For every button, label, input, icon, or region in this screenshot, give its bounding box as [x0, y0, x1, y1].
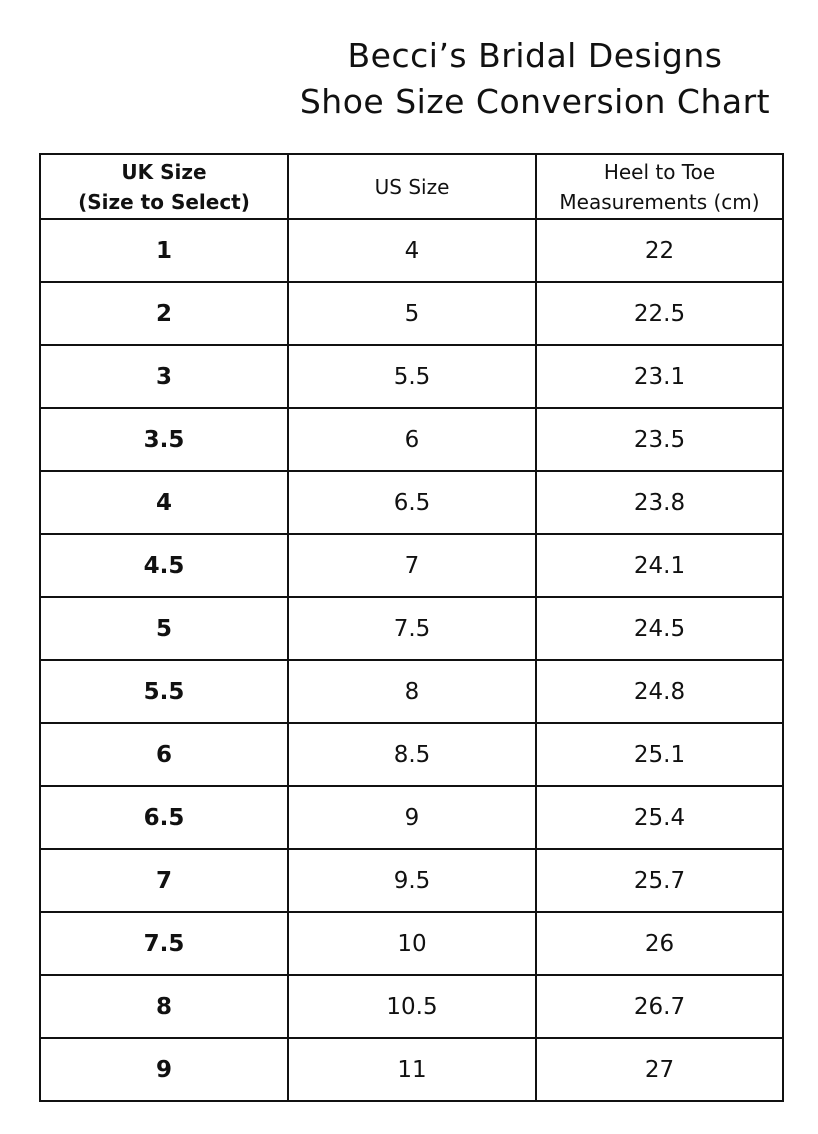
measurement-cell: 23.8 [535, 470, 784, 535]
table-row: 7.5 10 26 [39, 911, 784, 976]
uk-size-cell: 5 [39, 596, 289, 661]
header-measurement: Heel to Toe Measurements (cm) [535, 153, 784, 220]
us-size-cell: 5 [287, 281, 537, 346]
uk-size-cell: 9 [39, 1037, 289, 1102]
measurement-cell: 24.5 [535, 596, 784, 661]
measurement-cell: 25.7 [535, 848, 784, 913]
uk-size-cell: 4 [39, 470, 289, 535]
uk-size-cell: 1 [39, 218, 289, 283]
table-row: 9 11 27 [39, 1037, 784, 1102]
uk-size-cell: 7.5 [39, 911, 289, 976]
table-row: 8 10.5 26.7 [39, 974, 784, 1039]
us-size-cell: 9 [287, 785, 537, 850]
table-row: 4 6.5 23.8 [39, 470, 784, 535]
measurement-cell: 27 [535, 1037, 784, 1102]
header-us-size: US Size [287, 153, 537, 220]
table-row: 5.5 8 24.8 [39, 659, 784, 724]
uk-size-cell: 8 [39, 974, 289, 1039]
table-row: 5 7.5 24.5 [39, 596, 784, 661]
table-row: 6 8.5 25.1 [39, 722, 784, 787]
header-measurement-line1: Heel to Toe [603, 159, 716, 184]
uk-size-cell: 6 [39, 722, 289, 787]
header-uk-size-line1: UK Size [121, 159, 207, 184]
measurement-cell: 25.4 [535, 785, 784, 850]
us-size-cell: 7.5 [287, 596, 537, 661]
us-size-cell: 7 [287, 533, 537, 598]
measurement-cell: 26 [535, 911, 784, 976]
measurement-cell: 22 [535, 218, 784, 283]
size-conversion-table: UK Size (Size to Select) US Size Heel to… [39, 153, 784, 1102]
table-row: 4.5 7 24.1 [39, 533, 784, 598]
measurement-cell: 25.1 [535, 722, 784, 787]
measurement-cell: 24.8 [535, 659, 784, 724]
title-line-2: Shoe Size Conversion Chart [299, 82, 771, 121]
header-row: UK Size (Size to Select) US Size Heel to… [39, 153, 784, 220]
us-size-cell: 6.5 [287, 470, 537, 535]
us-size-cell: 11 [287, 1037, 537, 1102]
measurement-cell: 24.1 [535, 533, 784, 598]
uk-size-cell: 2 [39, 281, 289, 346]
us-size-cell: 4 [287, 218, 537, 283]
header-uk-size-line2: (Size to Select) [78, 189, 250, 214]
uk-size-cell: 7 [39, 848, 289, 913]
measurement-cell: 26.7 [535, 974, 784, 1039]
uk-size-cell: 4.5 [39, 533, 289, 598]
us-size-cell: 10.5 [287, 974, 537, 1039]
table-row: 2 5 22.5 [39, 281, 784, 346]
us-size-cell: 5.5 [287, 344, 537, 409]
uk-size-cell: 5.5 [39, 659, 289, 724]
us-size-cell: 8 [287, 659, 537, 724]
measurement-cell: 22.5 [535, 281, 784, 346]
measurement-cell: 23.5 [535, 407, 784, 472]
table-row: 1 4 22 [39, 218, 784, 283]
uk-size-cell: 6.5 [39, 785, 289, 850]
title-line-1: Becci’s Bridal Designs [347, 36, 723, 75]
us-size-cell: 6 [287, 407, 537, 472]
us-size-cell: 8.5 [287, 722, 537, 787]
uk-size-cell: 3.5 [39, 407, 289, 472]
table-row: 6.5 9 25.4 [39, 785, 784, 850]
table-row: 3 5.5 23.1 [39, 344, 784, 409]
us-size-cell: 9.5 [287, 848, 537, 913]
table-row: 3.5 6 23.5 [39, 407, 784, 472]
header-measurement-line2: Measurements (cm) [559, 189, 760, 214]
header-uk-size: UK Size (Size to Select) [39, 153, 289, 220]
uk-size-cell: 3 [39, 344, 289, 409]
table-row: 7 9.5 25.7 [39, 848, 784, 913]
measurement-cell: 23.1 [535, 344, 784, 409]
us-size-cell: 10 [287, 911, 537, 976]
